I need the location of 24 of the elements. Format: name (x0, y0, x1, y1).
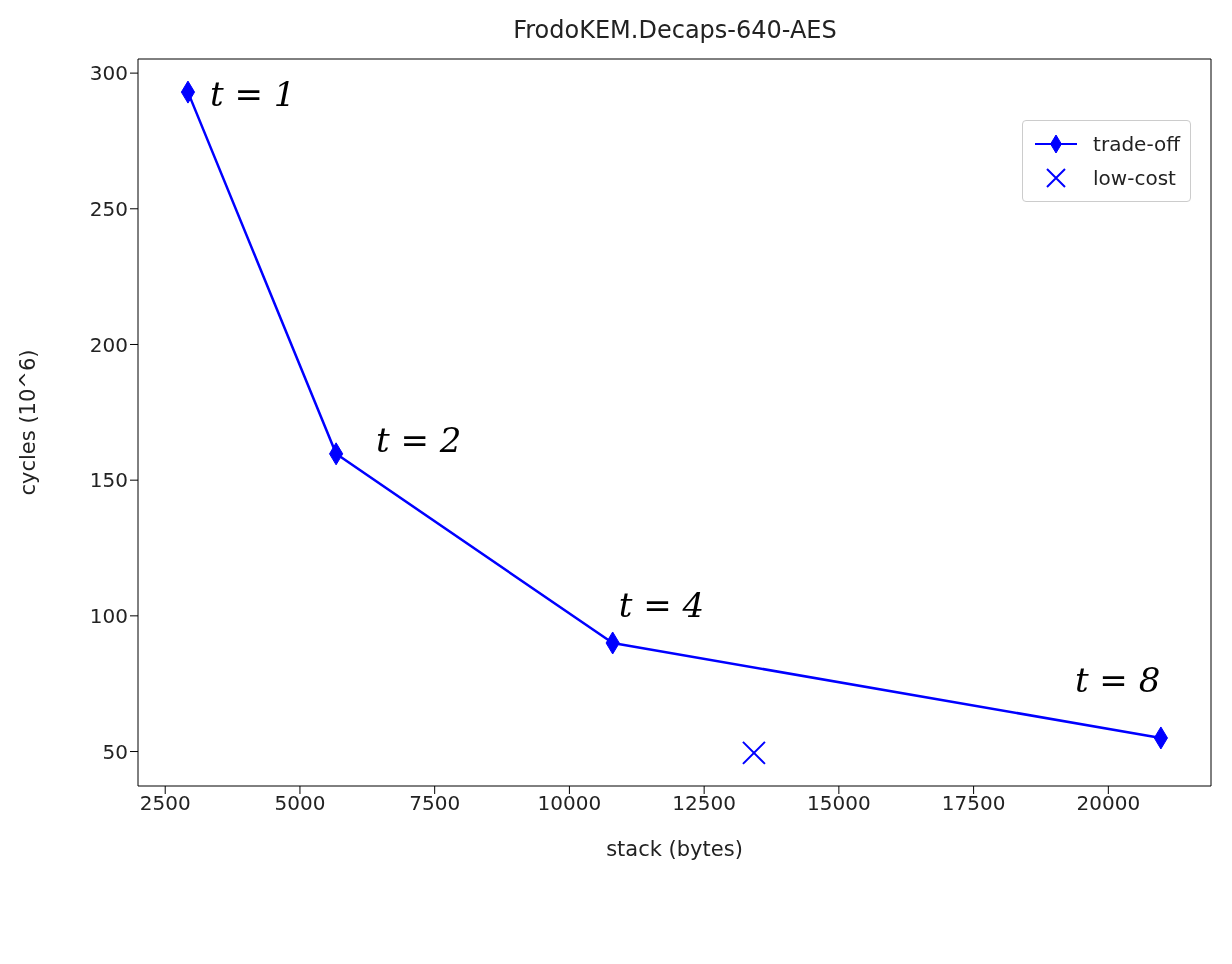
x-tick-label: 17500 (941, 791, 1006, 816)
y-tick-label: 200 (89, 332, 128, 357)
legend-label: trade-off (1093, 132, 1180, 156)
legend-label: low-cost (1093, 166, 1176, 190)
x-tick-label: 15000 (807, 791, 871, 816)
x-tick-label: 20000 (1076, 791, 1141, 816)
y-tick-label: 150 (89, 468, 128, 493)
y-tick-label: 300 (89, 61, 128, 86)
annotation: t = 1 (209, 74, 296, 115)
chart-title: FrodoKEM.Decaps-640-AES (512, 16, 838, 44)
annotation: t = 2 (376, 419, 462, 460)
x-tick-label: 2500 (139, 791, 191, 816)
y-tick-label: 250 (89, 196, 128, 221)
annotation: t = 8 (1074, 659, 1161, 700)
point (741, 740, 766, 765)
y-tick-label: 50 (102, 739, 128, 764)
x-axis-title: stack (bytes) (606, 837, 743, 861)
x-tick-label: 10000 (537, 791, 602, 816)
y-axis-title: cycles (10^6) (16, 349, 41, 496)
y-tick-label: 100 (89, 603, 128, 628)
x-tick-label: 7500 (409, 791, 461, 816)
x-tick-label: 5000 (274, 791, 326, 816)
annotation: t = 4 (618, 584, 705, 625)
x-tick-label: 12500 (672, 791, 736, 816)
